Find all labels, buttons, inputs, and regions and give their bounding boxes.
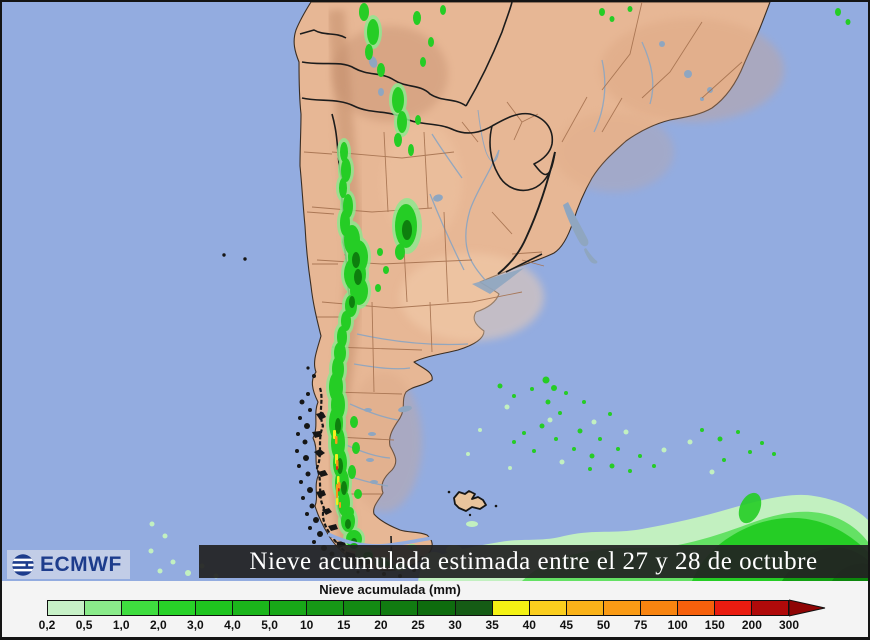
map-canvas [2, 2, 868, 581]
legend-segment [454, 601, 492, 615]
legend-segment [232, 601, 270, 615]
legend-segment [121, 601, 159, 615]
legend-segment [528, 601, 566, 615]
ecmwf-logo-icon [12, 553, 34, 576]
lakes [364, 41, 713, 484]
legend-tick-label: 25 [411, 618, 425, 632]
legend-segment [750, 601, 788, 615]
ecmwf-logo-text: ECMWF [40, 553, 122, 576]
legend-tick-label: 15 [337, 618, 351, 632]
legend-tick-label: 4,0 [224, 618, 241, 632]
legend-segment [343, 601, 381, 615]
legend-title: Nieve acumulada (mm) [319, 582, 461, 597]
legend-segment [84, 601, 122, 615]
legend-tick-label: 20 [374, 618, 388, 632]
legend-tick-label: 40 [522, 618, 536, 632]
legend-segment [195, 601, 233, 615]
legend-tick-label: 35 [485, 618, 499, 632]
legend-tick-label: 2,0 [149, 618, 167, 632]
legend-tick-label: 10 [300, 618, 314, 632]
legend-segment [676, 601, 714, 615]
legend-tick-label: 1,0 [112, 618, 130, 632]
map-title-text: Nieve acumulada estimada entre el 27 y 2… [249, 547, 818, 575]
legend-segment [158, 601, 196, 615]
legend-tick-label: 0,5 [75, 618, 93, 632]
legend-tick-label: 150 [704, 618, 725, 632]
legend-colorbar [47, 600, 789, 616]
legend-segment [380, 601, 418, 615]
legend-tick-label: 0,2 [38, 618, 56, 632]
legend-segment [713, 601, 751, 615]
legend-tick-label: 200 [741, 618, 762, 632]
legend-segment [306, 601, 344, 615]
legend-labels: 0,2 0,5 1,0 2,0 3,0 4,0 5,0 10 15 20 25 30 35 40 45 50 7… [2, 618, 868, 634]
legend-segment [417, 601, 455, 615]
snow-bright-layer [329, 3, 851, 548]
snow-ocean-specks [148, 376, 776, 579]
legend-segment [602, 601, 640, 615]
ecmwf-logo: ECMWF [7, 550, 130, 579]
legend-segment [48, 601, 85, 615]
legend-panel: Nieve acumulada (mm) 0,2 0,5 1,0 2,0 3,0 4,0 5… [2, 581, 868, 637]
legend-tick-label: 300 [778, 618, 800, 632]
legend-arrow [789, 599, 826, 617]
legend-tick-label: 100 [667, 618, 688, 632]
legend-segment [565, 601, 603, 615]
legend-tick-label: 30 [448, 618, 462, 632]
legend-tick-label: 75 [633, 618, 648, 632]
legend-tick-label: 5,0 [261, 618, 278, 632]
snow-extreme-layer [333, 430, 341, 508]
legend-tick-label: 45 [559, 618, 574, 632]
legend-segment [639, 601, 677, 615]
legend-segment [269, 601, 307, 615]
legend-segment [491, 601, 529, 615]
legend-tick-label: 3,0 [187, 618, 204, 632]
map-title-bar: Nieve acumulada estimada entre el 27 y 2… [199, 545, 868, 578]
legend-tick-label: 50 [596, 618, 611, 632]
falkland-islands [447, 490, 498, 517]
